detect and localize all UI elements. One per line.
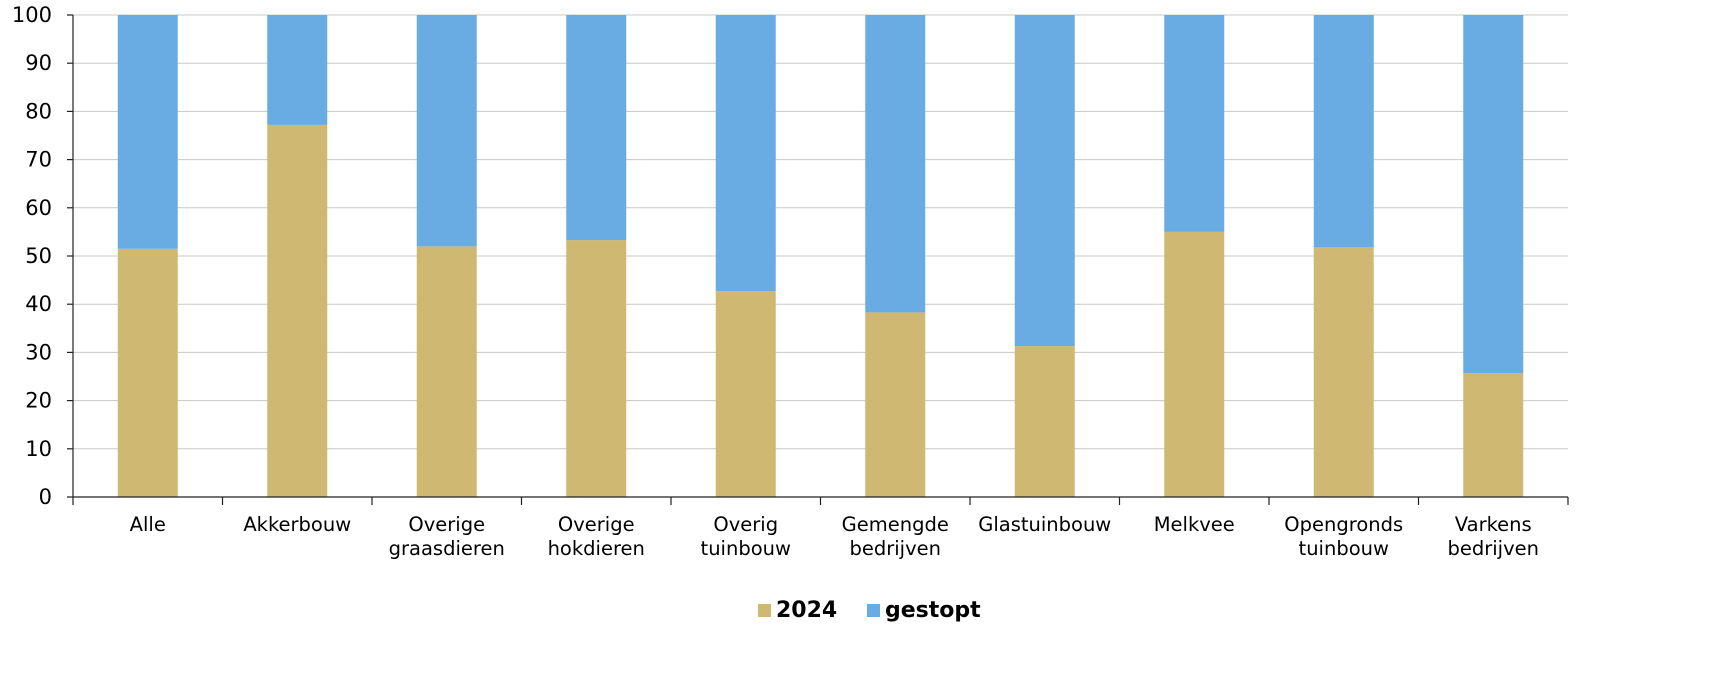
- bar-series1-2: [416, 246, 477, 497]
- bar-series1-4: [715, 291, 776, 497]
- y-tick-label: 40: [25, 292, 52, 316]
- bar-series1-3: [566, 240, 627, 497]
- bar-series1-0: [117, 248, 178, 497]
- bar-series1-1: [267, 124, 328, 498]
- legend-label: gestopt: [885, 598, 981, 623]
- bar-series1-7: [1164, 231, 1225, 497]
- bar-series1-6: [1014, 346, 1075, 497]
- y-tick-label: 90: [25, 51, 52, 75]
- bar-series1-9: [1463, 373, 1524, 497]
- x-tick-label: Glastuinbouw: [978, 513, 1111, 536]
- x-tick-label: Melkvee: [1154, 513, 1235, 536]
- y-tick-label: 70: [25, 148, 52, 172]
- y-tick-label: 80: [25, 99, 52, 123]
- y-tick-label: 30: [25, 340, 52, 364]
- x-tick-label: Overige graasdieren: [389, 513, 505, 560]
- y-tick-label: 100: [12, 3, 52, 27]
- legend-item-series2: gestopt: [867, 598, 981, 623]
- x-tick-label: Akkerbouw: [243, 513, 351, 536]
- bar-series2-0: [117, 15, 178, 249]
- x-tick-label: Gemengde bedrijven: [842, 513, 949, 560]
- legend-swatch: [758, 604, 771, 617]
- y-tick-labels: 0 10 20 30 40 50 60 70 80 90 100: [12, 3, 52, 509]
- y-tick-label: 50: [25, 244, 52, 268]
- bar-series2-2: [416, 15, 477, 247]
- legend-label: 2024: [776, 598, 837, 623]
- bar-series2-5: [865, 15, 926, 313]
- x-tick-label: Varkens bedrijven: [1447, 513, 1539, 560]
- bar-series1-5: [865, 312, 926, 497]
- bar-series1-8: [1313, 247, 1374, 497]
- y-tick-label: 0: [39, 485, 52, 509]
- legend-item-series1: 2024: [758, 598, 837, 623]
- x-tick-label: Overig tuinbouw: [701, 513, 791, 560]
- bar-series2-8: [1313, 15, 1374, 248]
- legend-swatch: [867, 604, 880, 617]
- bar-series2-3: [566, 15, 627, 241]
- x-tick-labels: Alle Akkerbouw Overige graasdieren Overige ho…: [130, 513, 1539, 560]
- bar-series2-4: [715, 15, 776, 292]
- bar-series2-7: [1164, 15, 1225, 232]
- y-tick-label: 20: [25, 389, 52, 413]
- y-tick-label: 60: [25, 196, 52, 220]
- bar-series2-9: [1463, 15, 1524, 374]
- legend: 2024 gestopt: [758, 598, 981, 623]
- bars: [117, 15, 1524, 498]
- y-tick-label: 10: [25, 437, 52, 461]
- x-tick-label: Overige hokdieren: [548, 513, 645, 560]
- x-tick-label: Opengronds tuinbouw: [1284, 513, 1403, 560]
- bar-series2-1: [267, 15, 328, 125]
- x-tick-label: Alle: [130, 513, 166, 536]
- bar-series2-6: [1014, 15, 1075, 347]
- axes: [67, 14, 1569, 505]
